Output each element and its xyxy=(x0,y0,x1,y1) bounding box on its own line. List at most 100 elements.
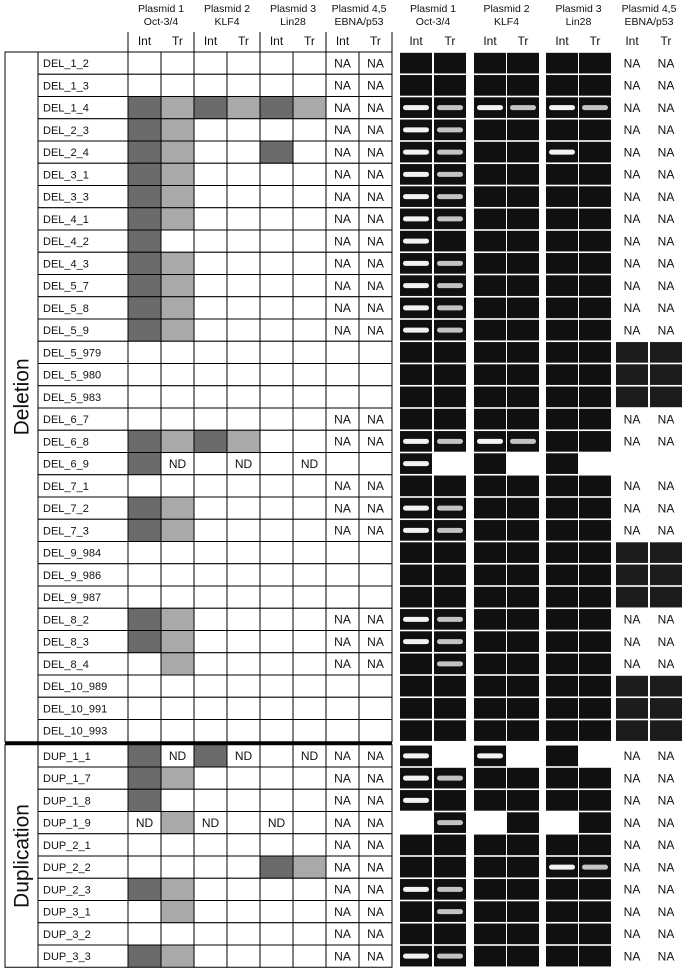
cell xyxy=(193,363,228,387)
row-label: DEL_10_991 xyxy=(43,703,107,715)
cell xyxy=(226,944,261,968)
row-label: DEL_2_4 xyxy=(43,147,89,159)
cell-text: NA xyxy=(367,412,384,426)
cell xyxy=(292,296,327,320)
gel-band xyxy=(437,775,463,781)
cell xyxy=(160,719,195,743)
cell-text: ND xyxy=(235,749,253,763)
gel-lane xyxy=(579,230,611,252)
cell xyxy=(127,674,162,698)
plasmid-gene: Lin28 xyxy=(280,16,306,28)
cell-text: NA xyxy=(367,771,384,785)
cell-text: NA xyxy=(367,56,384,70)
gel-lane xyxy=(579,520,611,541)
cell xyxy=(358,719,393,743)
cell xyxy=(193,251,228,275)
cell xyxy=(292,607,327,631)
cell xyxy=(160,630,195,654)
gel-lane xyxy=(650,586,682,608)
cell xyxy=(193,630,228,654)
cell xyxy=(127,877,162,901)
cell xyxy=(259,788,294,812)
gel-lane xyxy=(474,542,506,563)
gel-na: NA xyxy=(624,949,641,963)
plasmid-gene: KLF4 xyxy=(494,16,519,28)
cell xyxy=(193,407,228,431)
cell-text: NA xyxy=(334,168,351,182)
gel-lane xyxy=(579,901,611,922)
gel-lane xyxy=(434,586,466,608)
cell xyxy=(226,496,261,520)
gel-lane xyxy=(474,364,506,385)
gel-lane xyxy=(546,253,578,274)
cell xyxy=(259,744,294,768)
row-label: DUP_1_7 xyxy=(43,773,91,785)
cell xyxy=(226,363,261,387)
cell xyxy=(259,363,294,387)
gel-band xyxy=(403,953,429,959)
gel-na: NA xyxy=(624,79,641,93)
gel-na: NA xyxy=(624,501,641,515)
gel-lane xyxy=(507,720,539,741)
cell-text: NA xyxy=(367,435,384,449)
gel-band xyxy=(403,505,429,511)
gel-band xyxy=(510,438,536,444)
cell xyxy=(193,518,228,542)
gel-lane xyxy=(507,208,539,230)
gel-na: NA xyxy=(658,657,675,671)
gel-lane xyxy=(474,609,506,630)
plasmid-gene: Oct-3/4 xyxy=(416,16,451,28)
gel-lane xyxy=(579,431,611,452)
cell xyxy=(259,877,294,901)
gel-lane xyxy=(546,119,578,141)
cell xyxy=(160,207,195,231)
cell xyxy=(160,900,195,924)
gel-na: NA xyxy=(658,145,675,159)
gel-band xyxy=(582,105,608,111)
gel-lane xyxy=(507,186,539,207)
gel-lane xyxy=(546,834,578,856)
plasmid-name: Plasmid 2 xyxy=(483,3,529,15)
cell xyxy=(259,474,294,498)
cell xyxy=(127,944,162,968)
cell-text: NA xyxy=(334,883,351,897)
gel-na: NA xyxy=(624,838,641,852)
gel-lane xyxy=(474,653,506,675)
cell xyxy=(127,833,162,857)
row-label: DEL_5_980 xyxy=(43,370,101,382)
gel-lane xyxy=(434,52,466,74)
gel-lane xyxy=(579,767,611,789)
cell xyxy=(160,474,195,498)
gel-lane xyxy=(579,119,611,141)
cell xyxy=(226,96,261,120)
gel-na: NA xyxy=(624,212,641,226)
gel-lane xyxy=(546,586,578,608)
gel-lane xyxy=(650,698,682,719)
gel-lane xyxy=(546,745,578,767)
gel-lane xyxy=(474,275,506,296)
gel-band xyxy=(437,127,463,133)
gel-lane xyxy=(546,186,578,207)
cell xyxy=(193,696,228,720)
plasmid-gene: Lin28 xyxy=(566,16,592,28)
gel-lane xyxy=(434,720,466,741)
cell xyxy=(226,585,261,609)
cell xyxy=(160,385,195,409)
cell xyxy=(292,363,327,387)
row-label: DUP_1_8 xyxy=(43,795,91,807)
gel-band xyxy=(549,105,575,111)
cell xyxy=(292,340,327,364)
cell xyxy=(259,229,294,253)
cell xyxy=(127,744,162,768)
cell xyxy=(160,788,195,812)
gel-lane xyxy=(546,342,578,363)
gel-col-label: Tr xyxy=(445,34,456,48)
cell xyxy=(226,833,261,857)
cell-text: NA xyxy=(334,927,351,941)
cell xyxy=(259,585,294,609)
cell-text: NA xyxy=(367,635,384,649)
cell xyxy=(226,674,261,698)
gel-na: NA xyxy=(624,168,641,182)
gel-band xyxy=(403,127,429,133)
